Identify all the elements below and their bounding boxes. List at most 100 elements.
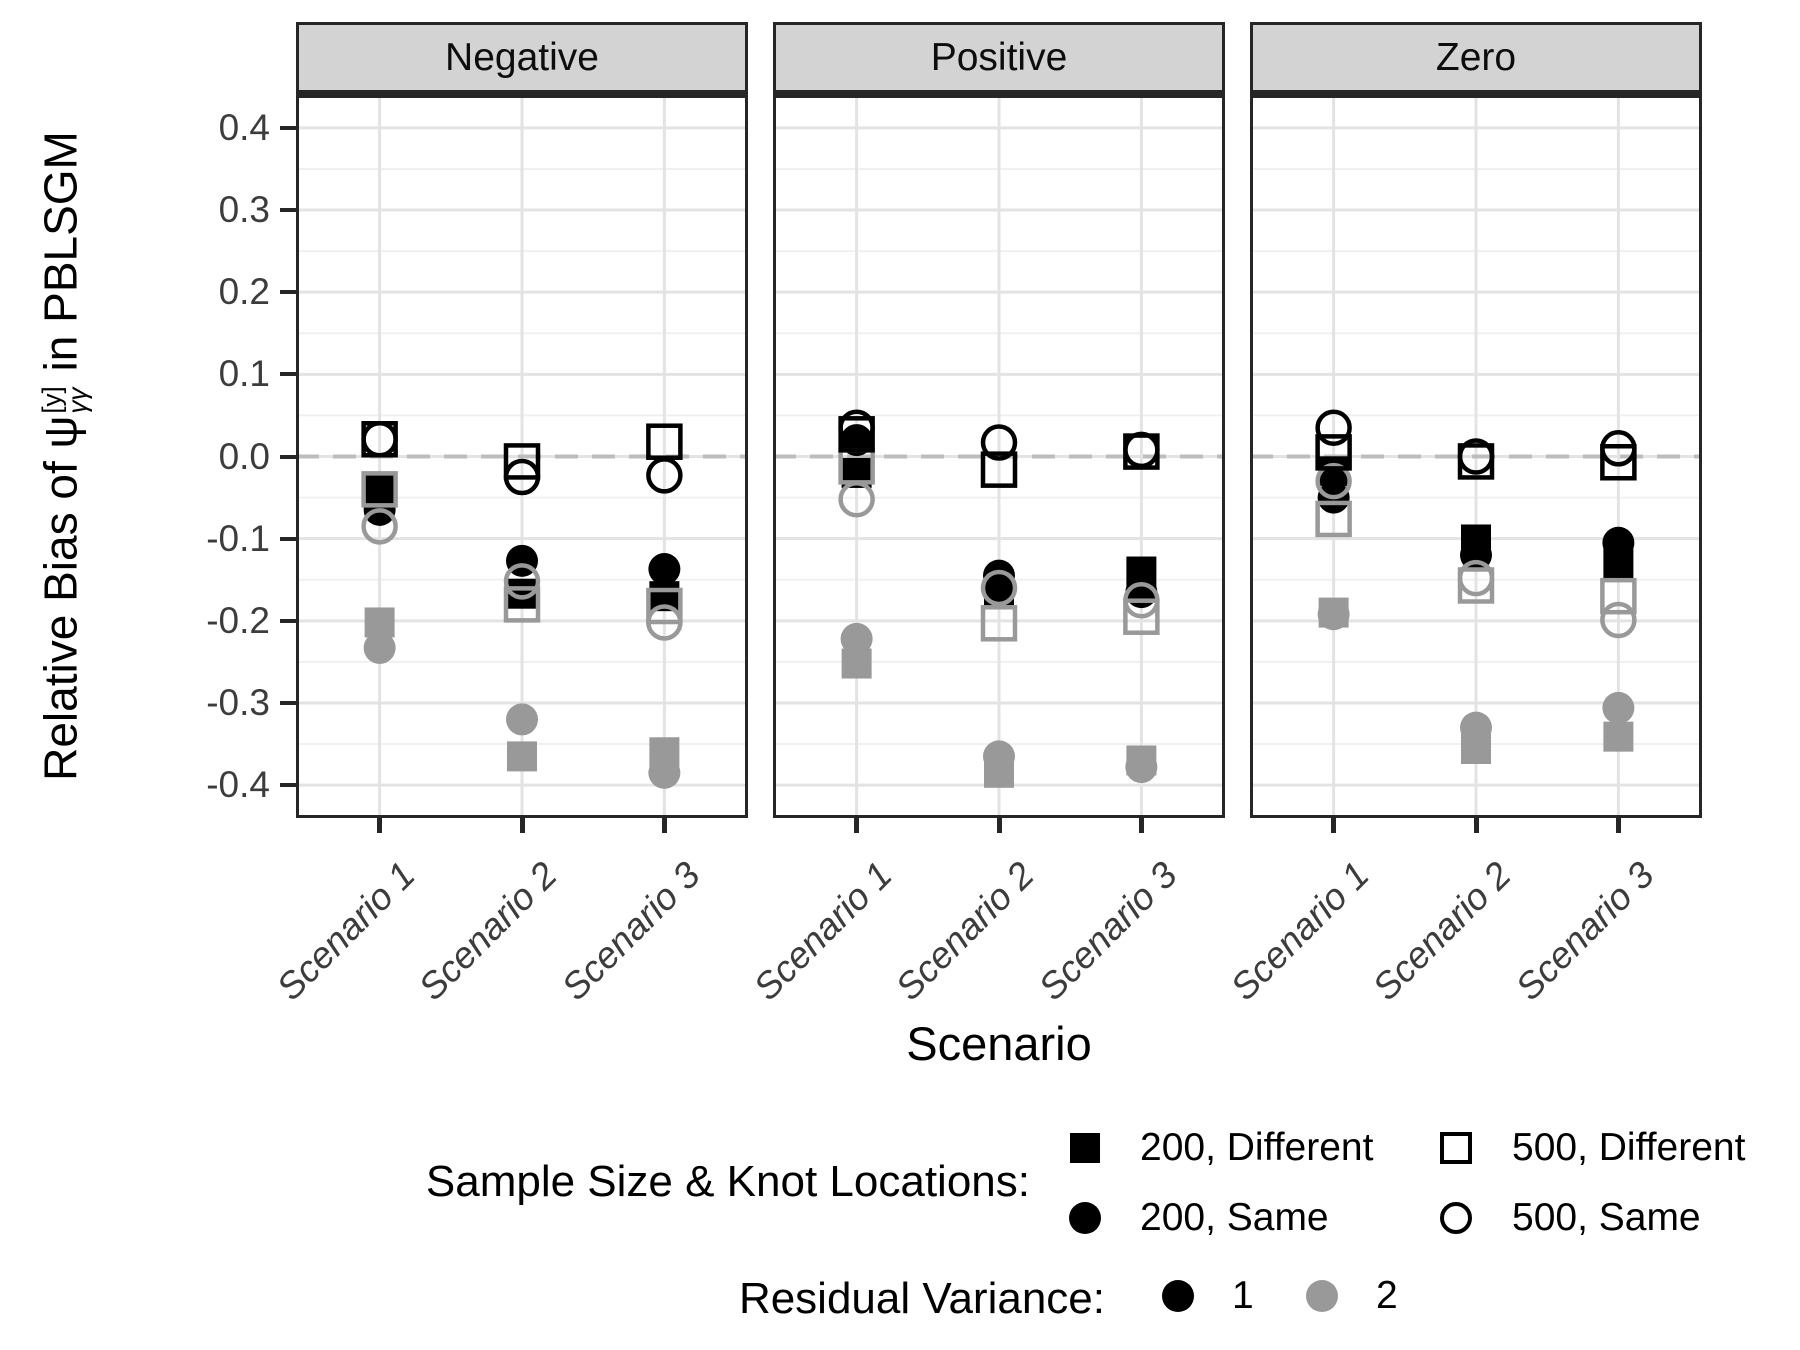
x-tick-label: Scenario 2: [1364, 854, 1519, 1009]
y-tick-label: 0.2: [218, 271, 270, 313]
x-tick: [377, 818, 383, 833]
panel-border: [1250, 95, 1702, 818]
data-point: [980, 424, 1018, 461]
data-point: [506, 703, 538, 736]
data-point: [646, 587, 683, 625]
data-point: [838, 480, 875, 518]
legend-marker-rv2-circle-icon: [1306, 1280, 1338, 1312]
y-tick: [280, 618, 296, 623]
x-tick-label: Scenario 2: [887, 854, 1042, 1009]
facet-strip-positive: Positive: [773, 22, 1225, 95]
facet-label-zero: Zero: [1435, 35, 1517, 79]
legend-sample-knot-title: Sample Size & Knot Locations:: [425, 1157, 1030, 1206]
data-point: [838, 409, 875, 446]
x-tick: [1138, 818, 1144, 833]
data-point: [648, 756, 681, 789]
x-tick-label: Scenario 2: [410, 854, 565, 1009]
data-point: [980, 451, 1018, 488]
x-tick: [1473, 818, 1479, 833]
data-point: [361, 420, 398, 458]
facet-label-positive: Positive: [930, 35, 1068, 79]
data-point: [1315, 409, 1352, 446]
legend-label-500-same: 500, Same: [1512, 1196, 1701, 1239]
x-tick-label: Scenario 3: [1030, 854, 1185, 1009]
y-tick: [280, 454, 296, 459]
y-tick-label: 0.4: [218, 106, 270, 148]
data-point: [1317, 598, 1350, 631]
x-tick: [1331, 818, 1337, 833]
y-tick-label: -0.3: [206, 681, 270, 723]
data-point: [646, 457, 683, 494]
data-point: [503, 586, 541, 623]
legend-marker-filled-square-icon: [1070, 1133, 1100, 1163]
data-point: [1602, 691, 1635, 724]
data-point: [1460, 711, 1492, 744]
legend-label-200-same: 200, Same: [1140, 1196, 1329, 1239]
x-tick: [1615, 818, 1621, 833]
legend-marker-open-square-icon: [1440, 1132, 1472, 1164]
y-tick-label: -0.1: [206, 517, 270, 559]
data-point: [363, 631, 396, 664]
data-point: [1600, 601, 1637, 639]
x-tick: [661, 818, 667, 833]
y-tick: [280, 290, 296, 295]
data-point: [1315, 462, 1352, 500]
data-point: [1603, 721, 1634, 752]
data-point: [361, 508, 398, 545]
data-point: [980, 569, 1018, 607]
legend-label-500-different: 500, Different: [1512, 1126, 1746, 1169]
x-tick-label: Scenario 3: [553, 854, 708, 1009]
y-tick: [280, 536, 296, 541]
data-point: [1315, 500, 1352, 538]
panel-border: [773, 95, 1225, 818]
legend-residual-title: Residual Variance:: [738, 1274, 1105, 1323]
x-tick-label: Scenario 3: [1507, 854, 1662, 1009]
data-point: [1600, 430, 1637, 467]
data-point: [503, 443, 541, 480]
y-tick-label: -0.2: [206, 599, 270, 641]
data-point: [1600, 577, 1637, 615]
x-tick-label: Scenario 1: [745, 854, 900, 1009]
data-point: [646, 604, 683, 641]
facet-strip-zero: Zero: [1250, 22, 1702, 95]
y-tick: [280, 208, 296, 213]
data-point: [1457, 438, 1495, 475]
data-point: [1123, 598, 1160, 635]
legend-marker-filled-circle-icon: [1069, 1202, 1101, 1234]
data-point: [1457, 559, 1495, 597]
data-point: [1602, 526, 1635, 559]
data-point: [503, 563, 541, 600]
y-tick: [280, 700, 296, 705]
x-tick-label: Scenario 1: [1222, 854, 1377, 1009]
panel-negative: [296, 95, 748, 818]
y-tick: [280, 372, 296, 377]
facet-label-negative: Negative: [445, 35, 599, 79]
data-point: [507, 741, 537, 772]
data-point: [980, 605, 1018, 642]
panel-border: [296, 95, 748, 818]
facet-strip-negative: Negative: [296, 22, 748, 95]
legend-marker-rv1-circle-icon: [1162, 1280, 1194, 1312]
x-tick: [996, 818, 1002, 833]
data-point: [1125, 751, 1158, 784]
legend-label-rv1: 1: [1232, 1274, 1254, 1317]
x-tick: [519, 818, 525, 833]
data-point: [361, 471, 398, 508]
data-point: [1600, 444, 1637, 481]
y-tick: [280, 125, 296, 130]
data-point: [983, 740, 1015, 773]
y-tick-label: -0.4: [206, 764, 270, 806]
y-tick: [280, 783, 296, 788]
y-axis-title-suffix: in PBLSGM: [34, 131, 87, 385]
y-tick-label: 0.1: [218, 353, 270, 395]
data-point: [1315, 434, 1352, 471]
panel-zero: [1250, 95, 1702, 818]
data-point: [840, 622, 873, 655]
y-tick-label: 0.3: [218, 189, 270, 231]
legend-label-rv2: 2: [1376, 1274, 1398, 1317]
panel-positive: [773, 95, 1225, 818]
data-point: [1123, 431, 1160, 469]
x-tick-label: Scenario 1: [268, 854, 423, 1009]
data-point: [1123, 582, 1160, 619]
